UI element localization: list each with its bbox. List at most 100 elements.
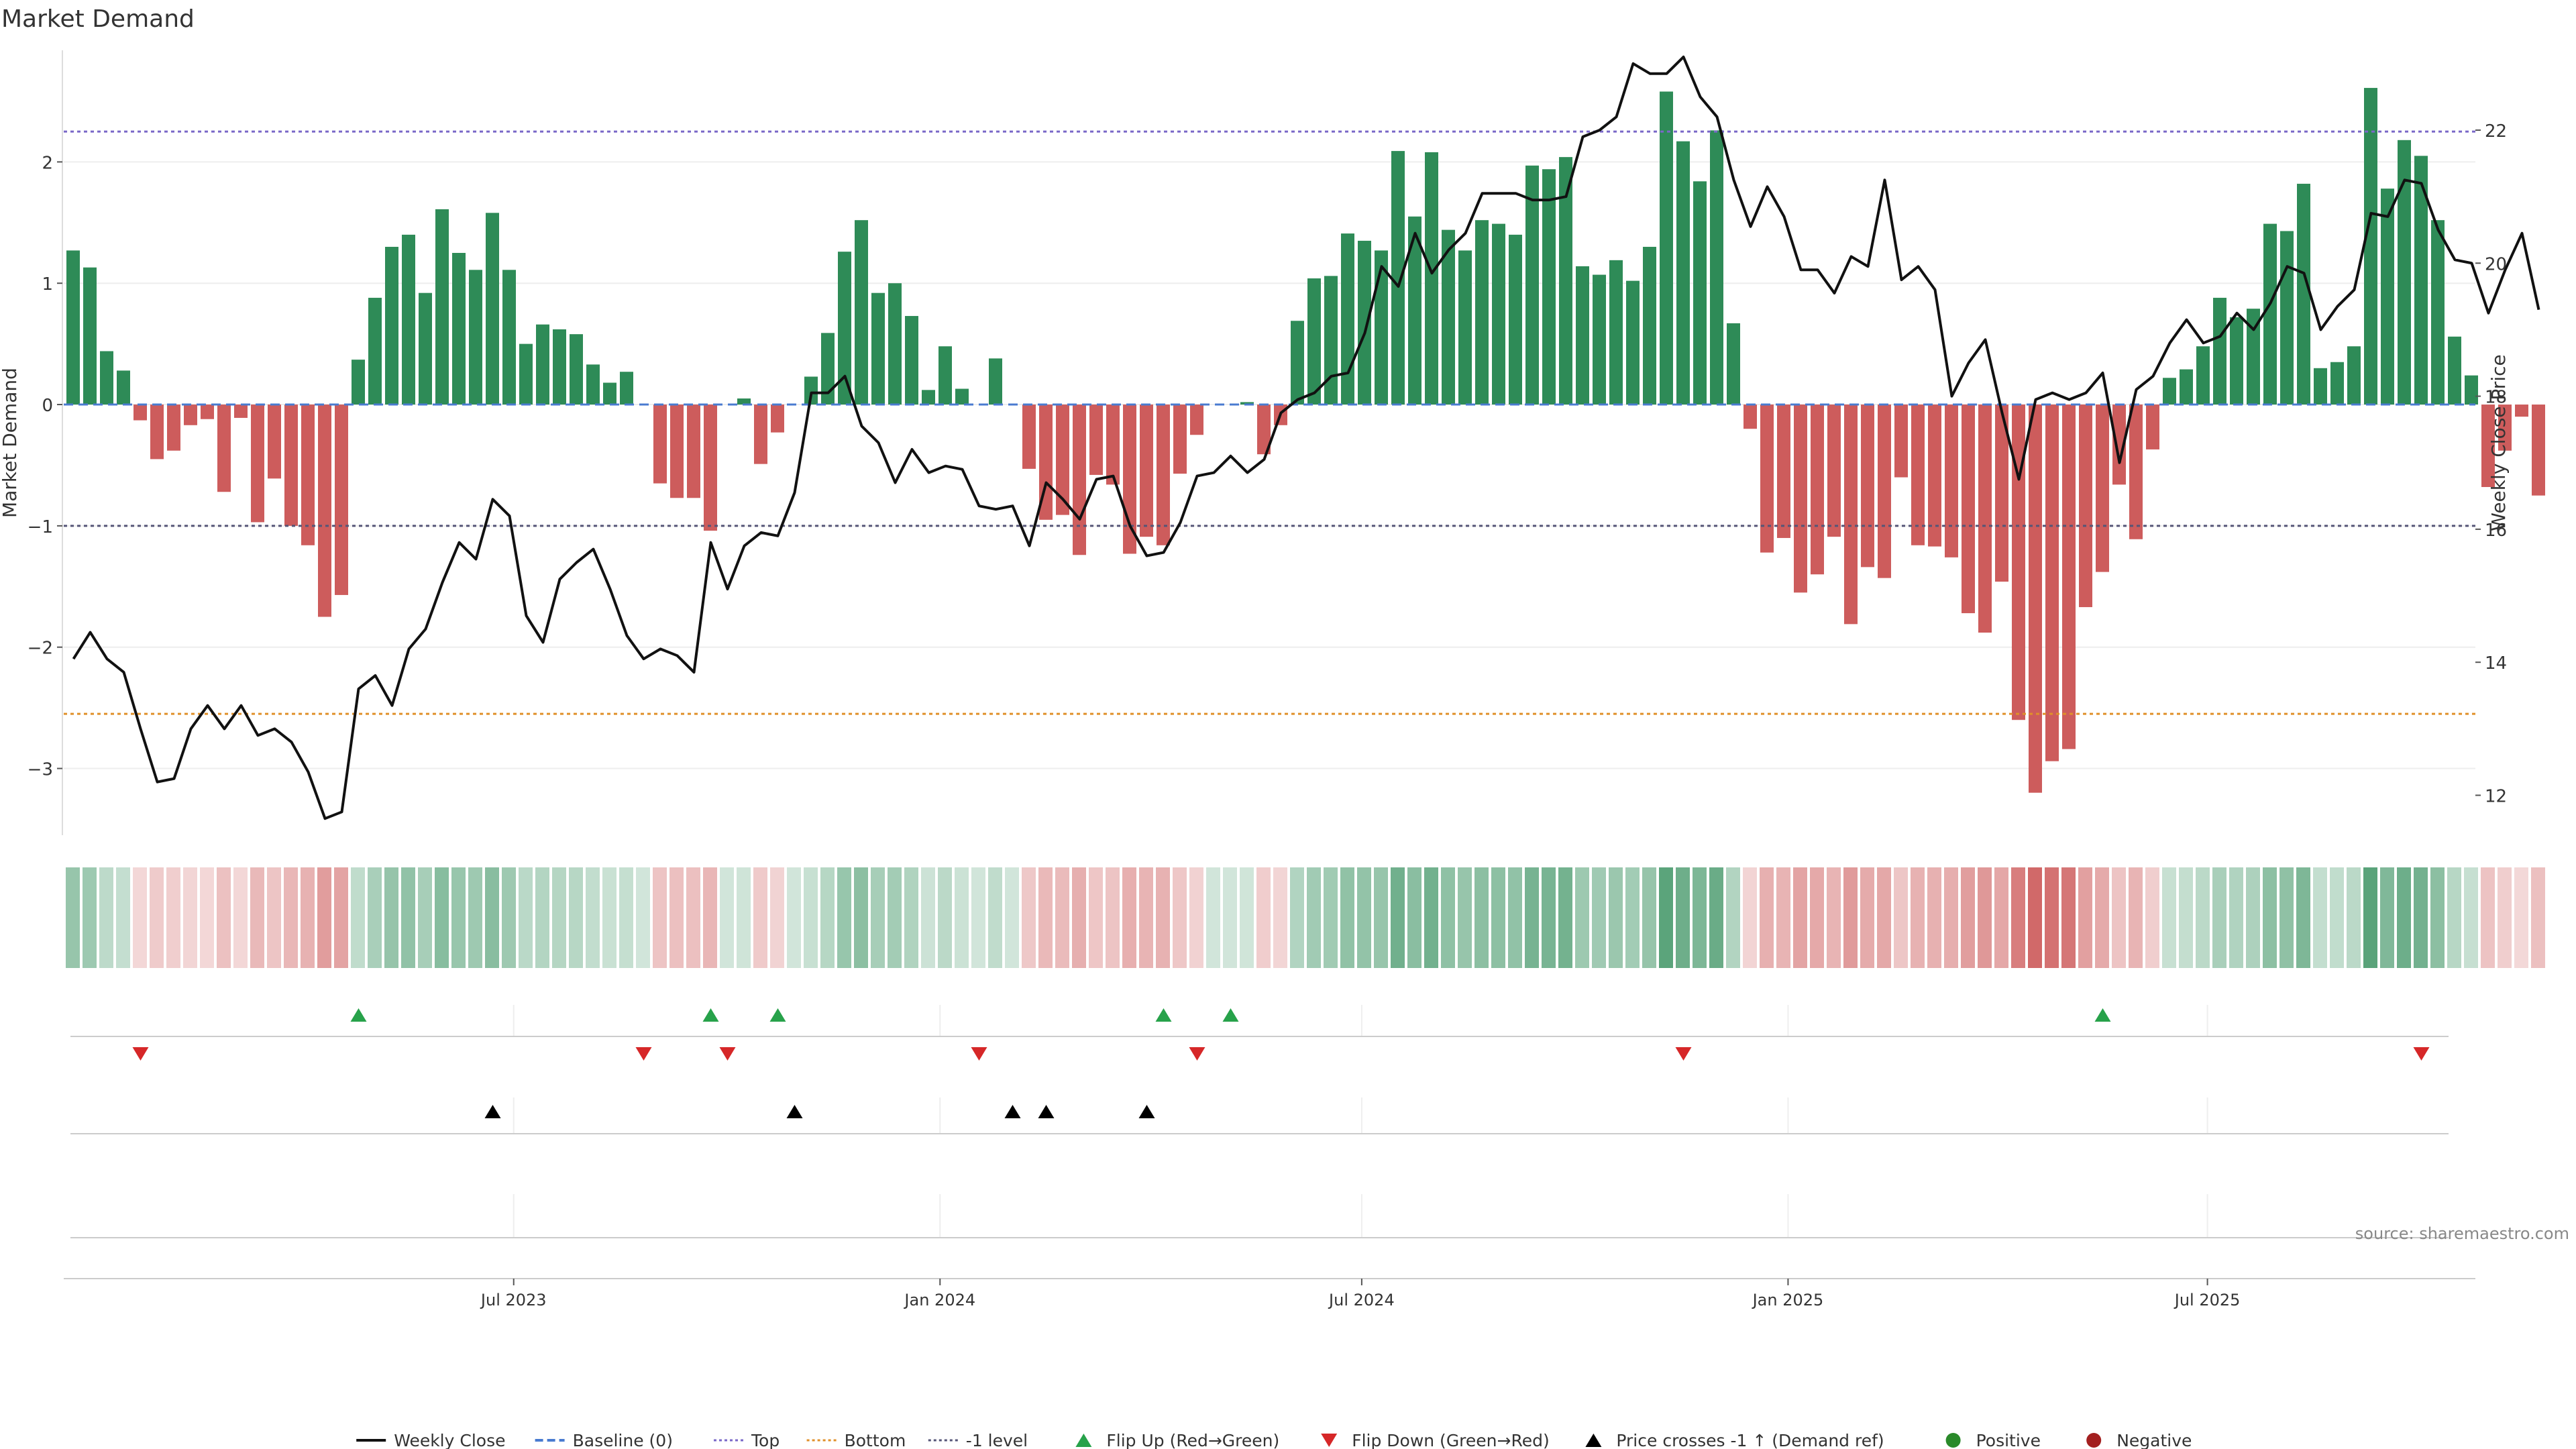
- heat-cell: [1994, 867, 2008, 968]
- demand-bar: [1844, 405, 1858, 625]
- heat-cell: [1089, 867, 1103, 968]
- heat-cell: [1424, 867, 1438, 968]
- legend-swatch: [1585, 1434, 1602, 1447]
- heat-cell: [1575, 867, 1589, 968]
- legend-label: Bottom: [845, 1431, 906, 1449]
- demand-bar: [251, 405, 264, 523]
- legend-item: Baseline (0): [535, 1431, 673, 1449]
- demand-bar: [2431, 220, 2445, 405]
- heat-cell: [200, 867, 214, 968]
- demand-bar: [435, 209, 449, 405]
- y2-tick-label: 22: [2485, 121, 2507, 142]
- flip-down-marker: [719, 1047, 736, 1061]
- demand-bar: [2465, 375, 2478, 405]
- heat-cell: [1894, 867, 1908, 968]
- demand-bar: [1358, 240, 1371, 405]
- demand-bar: [1559, 157, 1572, 405]
- legend-swatch: [1321, 1434, 1338, 1447]
- heat-cell: [1508, 867, 1522, 968]
- demand-bar: [184, 405, 197, 425]
- heat-cell: [1911, 867, 1925, 968]
- heat-cell: [2279, 867, 2294, 968]
- heat-cell: [2028, 867, 2042, 968]
- heat-cell: [250, 867, 264, 968]
- heat-cell: [837, 867, 851, 968]
- demand-bar: [368, 297, 382, 405]
- demand-bar: [1475, 220, 1489, 405]
- heat-cell: [502, 867, 516, 968]
- heat-cell: [301, 867, 315, 968]
- heat-cell: [1642, 867, 1656, 968]
- heat-cell: [1860, 867, 1874, 968]
- source-note: source: sharemaestro.com: [2355, 1224, 2569, 1243]
- heat-cell: [820, 867, 835, 968]
- demand-bar: [1089, 405, 1103, 475]
- heat-cell: [116, 867, 130, 968]
- demand-bar: [1542, 169, 1556, 405]
- demand-bar: [938, 346, 952, 405]
- heat-cell: [636, 867, 650, 968]
- heat-cell: [1978, 867, 1992, 968]
- demand-bar: [1676, 141, 1690, 405]
- heat-cell: [1625, 867, 1640, 968]
- flip-down-marker: [971, 1047, 987, 1061]
- demand-bar: [318, 405, 331, 617]
- heat-cell: [2464, 867, 2478, 968]
- demand-bar: [1710, 130, 1723, 405]
- heat-cell: [2229, 867, 2243, 968]
- demand-bar: [871, 292, 885, 405]
- heat-cell: [602, 867, 616, 968]
- demand-bar: [100, 351, 113, 405]
- demand-bar: [2196, 346, 2210, 405]
- heat-cell: [2179, 867, 2193, 968]
- price-cross-marker: [484, 1105, 501, 1118]
- demand-bar: [83, 267, 97, 405]
- heat-cell: [1877, 867, 1891, 968]
- demand-bar: [519, 343, 533, 405]
- heat-cell: [569, 867, 583, 968]
- demand-bar: [1458, 250, 1472, 405]
- demand-bar: [419, 292, 432, 405]
- demand-bar: [855, 220, 868, 405]
- demand-bar: [502, 270, 516, 405]
- heat-cell: [1122, 867, 1136, 968]
- legend-label: Negative: [2116, 1431, 2192, 1449]
- heat-cell: [1324, 867, 1338, 968]
- demand-bar: [66, 250, 80, 405]
- heat-cell: [2363, 867, 2377, 968]
- demand-bar: [2330, 362, 2344, 405]
- heat-cell: [955, 867, 969, 968]
- demand-bar: [1693, 181, 1707, 405]
- demand-bar: [1609, 260, 1623, 405]
- heat-cell: [1106, 867, 1120, 968]
- heat-cell: [334, 867, 348, 968]
- heat-cell: [971, 867, 985, 968]
- demand-bar: [888, 283, 902, 405]
- heat-cell: [2380, 867, 2394, 968]
- heat-cell: [2011, 867, 2025, 968]
- y2-tick-label: 20: [2485, 254, 2507, 274]
- legend-item: -1 level: [928, 1431, 1028, 1449]
- demand-bar: [771, 405, 784, 433]
- heat-cell: [770, 867, 784, 968]
- heat-cell: [1558, 867, 1572, 968]
- demand-bar: [2012, 405, 2025, 720]
- legend-swatch: [1075, 1434, 1092, 1447]
- heat-cell: [1139, 867, 1153, 968]
- heat-cell: [451, 867, 466, 968]
- demand-bar: [1173, 405, 1187, 474]
- heat-cell: [753, 867, 767, 968]
- heat-cell: [2296, 867, 2310, 968]
- heat-cell: [1961, 867, 1975, 968]
- demand-bar: [1894, 405, 1908, 478]
- heat-cell: [267, 867, 281, 968]
- x-tick-label: Jul 2025: [2174, 1291, 2241, 1309]
- heat-cell: [1944, 867, 1958, 968]
- demand-bar: [217, 405, 231, 492]
- heat-cell: [2145, 867, 2159, 968]
- demand-bar: [737, 398, 751, 405]
- heat-cell: [1240, 867, 1254, 968]
- heat-cell: [1307, 867, 1321, 968]
- heat-cell: [854, 867, 868, 968]
- heat-cell: [1474, 867, 1489, 968]
